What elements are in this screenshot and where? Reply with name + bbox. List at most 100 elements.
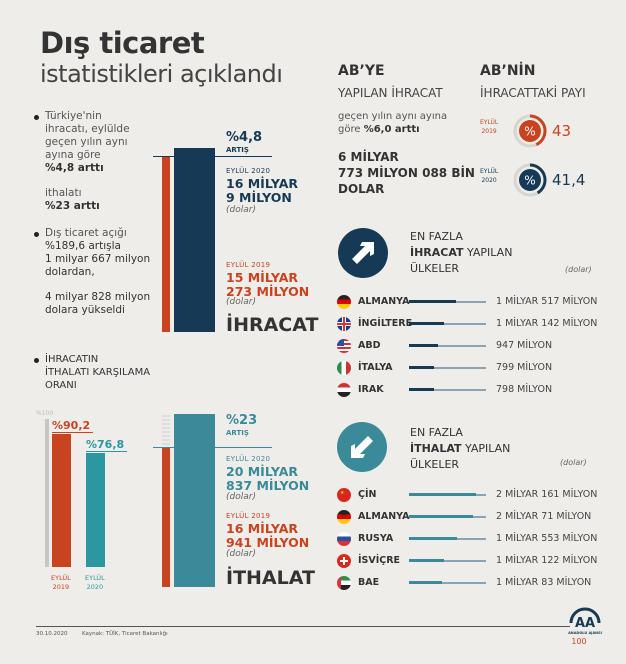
value-bar-fill (409, 515, 473, 518)
text-line: 2020 (481, 177, 497, 184)
text-line: ORANI (45, 380, 77, 391)
text-line: İTHALAT (410, 442, 462, 455)
anadolu-ajansi-logo: AA ANADOLU AJANSI 100 (568, 607, 602, 646)
percent-icon: % (524, 174, 535, 188)
country-row: İSVİÇRE 1 MİLYAR 122 MİLYON (337, 554, 617, 568)
export-2019-label: EYLÜL 2019 (226, 261, 271, 269)
value-bar-track (409, 344, 486, 347)
text-line: İTHALATI KARŞILAMA (45, 367, 151, 378)
import-2019-value: 941 MİLYON (226, 535, 310, 550)
value-bar-track (409, 322, 486, 325)
text-line: 4 milyar 828 milyon (45, 291, 151, 303)
donut-arc (513, 114, 547, 148)
text-line: İHRACAT (410, 246, 464, 259)
import-title: İTHALAT (226, 567, 315, 589)
country-name: ABD (358, 340, 381, 351)
unit-label: (dolar) (226, 549, 256, 559)
country-row: ABD 947 MİLYON (337, 339, 617, 353)
text-line: 2019 (481, 128, 497, 135)
text-line: EYLÜL (480, 119, 499, 126)
country-value: 1 MİLYAR 553 MİLYON (496, 533, 598, 544)
import-change: %23 (226, 413, 258, 428)
text-line: EYLÜL (480, 168, 499, 175)
unit-label: (dolar) (226, 205, 256, 215)
page-title: Dış ticaret (40, 26, 205, 60)
value-bar-track (409, 559, 486, 562)
text-line: dolara yükseldi (45, 304, 125, 316)
country-name: ÇİN (358, 489, 377, 500)
ab-share-heading: AB’NİN (480, 63, 536, 79)
import-2019-label: EYLÜL 2019 (226, 512, 271, 520)
share-value: 41,4 (552, 171, 586, 189)
country-value: 1 MİLYAR 142 MİLYON (496, 318, 598, 329)
value-bar-fill (409, 322, 445, 325)
bullet-icon (34, 115, 39, 120)
import-change-label: ARTIŞ (226, 429, 249, 437)
export-change-label: ARTIŞ (226, 146, 249, 154)
text-line: EYLÜL (51, 574, 71, 582)
text-line: DOLAR (338, 182, 385, 196)
value-bar-track (409, 537, 486, 540)
unit-label: (dolar) (560, 458, 587, 467)
ratio-max-label: %100 (36, 410, 54, 417)
text-line: YAPILAN (461, 442, 511, 455)
text-line: Dış ticaret açığı (45, 227, 127, 239)
export-2020-value: 9 MİLYON (226, 190, 292, 205)
export-title: İHRACAT (226, 314, 319, 336)
flag-ru-icon (337, 532, 351, 546)
value-bar-fill (409, 388, 434, 391)
text-line: ithalatı (45, 187, 82, 199)
text-line: 2020 (86, 583, 104, 591)
text-line: %23 arttı (45, 200, 100, 212)
flag-ae-icon (337, 576, 351, 590)
flag-ch-icon (337, 554, 351, 568)
text-line: 6 MİLYAR (338, 150, 399, 164)
import-2020-label: EYLÜL 2020 (226, 455, 271, 463)
text-line: %6,0 arttı (363, 124, 420, 135)
country-value: 947 MİLYON (496, 340, 553, 351)
value-bar-track (409, 388, 486, 391)
import-bar-2020 (174, 414, 215, 587)
value-bar-fill (409, 300, 456, 303)
ratio-value-2019: %90,2 (52, 419, 94, 433)
export-2020-label: EYLÜL 2020 (226, 167, 271, 175)
text-line: ÜLKELER (410, 262, 460, 275)
country-name: BAE (358, 577, 380, 588)
country-value: 1 MİLYAR 83 MİLYON (496, 577, 592, 588)
svg-text:AA: AA (575, 616, 595, 631)
value-bar-track (409, 493, 486, 496)
flag-iq-icon (337, 383, 351, 397)
text-line: YAPILAN (463, 246, 513, 259)
donut-arc (513, 163, 547, 197)
ab-export-desc: geçen yılın aynı ayına göre %6,0 arttı (338, 110, 447, 136)
bullet-export-text: Türkiye'nin ihracatı, eylülde geçen yılı… (45, 110, 130, 213)
import-2019-value: 16 MİLYAR (226, 521, 299, 536)
flag-cn-icon: ★ (337, 488, 351, 502)
flag-us-icon (337, 339, 351, 353)
value-bar-track (409, 366, 486, 369)
ratio-bar-2019 (52, 433, 71, 567)
export-2019-value: 273 MİLYON (226, 284, 310, 299)
value-bar-fill (409, 559, 444, 562)
unit-label: (dolar) (565, 265, 592, 274)
country-value: 799 MİLYON (496, 362, 553, 373)
ab-export-value: 6 MİLYAR 773 MİLYON 088 BİN DOLAR (338, 149, 475, 197)
value-bar-fill (409, 344, 439, 347)
value-bar-track (409, 581, 486, 584)
text-line: ÜLKELER (410, 458, 460, 471)
country-row: IRAK 798 MİLYON (337, 383, 617, 397)
country-row: İNGİLTERE 1 MİLYAR 142 MİLYON (337, 317, 617, 331)
value-bar-track (409, 515, 486, 518)
country-value: 1 MİLYAR 122 MİLYON (496, 555, 598, 566)
export-bar-2019 (162, 156, 170, 332)
exports-heading: EN FAZLA İHRACAT YAPILAN ÜLKELER (410, 229, 512, 277)
bullet-ratio-text: İHRACATIN İTHALATI KARŞILAMA ORANI (45, 353, 150, 392)
country-name: İSVİÇRE (358, 555, 401, 566)
flag-it-icon (337, 361, 351, 375)
imports-heading: EN FAZLA İTHALAT YAPILAN ÜLKELER (410, 425, 510, 473)
percent-icon-bg (519, 120, 541, 142)
export-bar-2020 (174, 148, 215, 332)
arrow-down-left-icon (337, 422, 387, 472)
flag-de-icon (337, 295, 351, 309)
ab-export-heading: AB’YE (338, 63, 385, 79)
